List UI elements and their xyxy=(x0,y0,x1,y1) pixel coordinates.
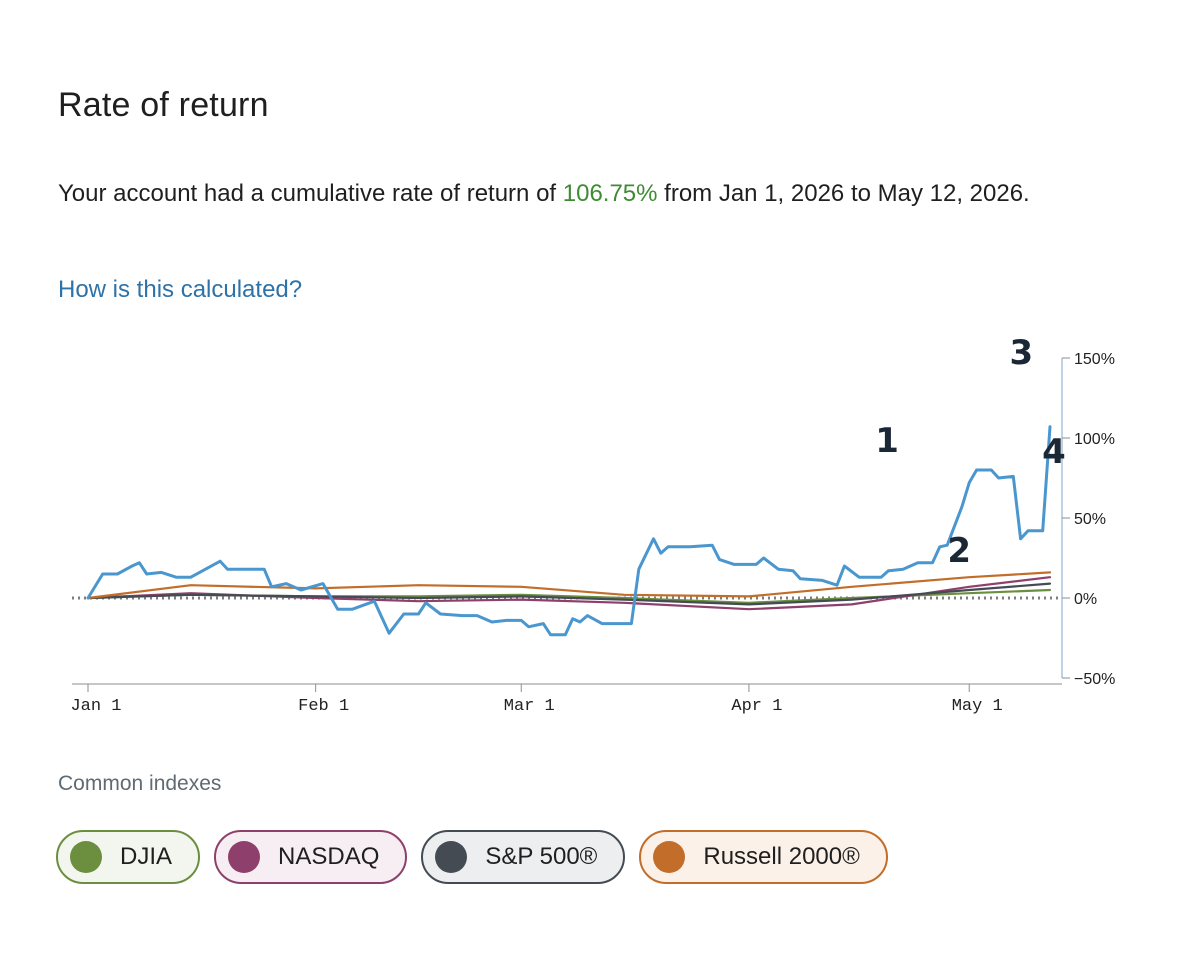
series-line-russell-2000 xyxy=(86,571,1052,600)
sp500-dot-icon xyxy=(435,841,468,873)
return-summary: Your account had a cumulative rate of re… xyxy=(58,172,1158,216)
djia-label: DJIA xyxy=(120,843,173,870)
x-tick-label: May 1 xyxy=(952,697,1003,716)
x-tick-label: Jan 1 xyxy=(70,697,121,716)
russell2000-dot-icon xyxy=(653,841,686,873)
common-indexes-label: Common indexes xyxy=(58,772,222,795)
sp500-label: S&P 500® xyxy=(485,843,598,870)
how-calculated-link[interactable]: How is this calculated? xyxy=(58,276,303,303)
annotation-label: 2 xyxy=(947,531,971,571)
x-tick-label: Mar 1 xyxy=(504,697,555,716)
djia-toggle[interactable]: DJIA xyxy=(56,830,201,884)
nasdaq-dot-icon xyxy=(228,841,261,873)
y-tick-label: 150% xyxy=(1074,351,1115,368)
y-tick-label: −50% xyxy=(1074,671,1115,688)
annotation-label: 1 xyxy=(875,421,899,461)
nasdaq-label: NASDAQ xyxy=(278,843,380,870)
y-tick-label: 50% xyxy=(1074,511,1106,528)
series-line-s-p-500 xyxy=(86,582,1052,606)
x-tick-label: Apr 1 xyxy=(731,697,782,716)
cumulative-rate: 106.75% xyxy=(562,180,658,207)
rate-of-return-chart: 150% 100% 50% 0% −50% Jan 1 Feb 1 Mar 1 Apr 1 May… xyxy=(70,333,1115,716)
index-legend: DJIA NASDAQ S&P 500® Russell 2000® xyxy=(56,830,888,884)
summary-suffix: from Jan 1, 2026 to May 12, 2026. xyxy=(657,180,1030,207)
x-tick-label: Feb 1 xyxy=(298,697,349,716)
russell2000-label: Russell 2000® xyxy=(703,843,860,870)
annotation-label: 3 xyxy=(1009,333,1033,373)
series-line-account xyxy=(86,425,1052,637)
page-title: Rate of return xyxy=(58,86,269,124)
summary-prefix: Your account had a cumulative rate of re… xyxy=(58,180,563,207)
russell2000-toggle[interactable]: Russell 2000® xyxy=(639,830,888,884)
sp500-toggle[interactable]: S&P 500® xyxy=(421,830,626,884)
nasdaq-toggle[interactable]: NASDAQ xyxy=(214,830,408,884)
y-tick-label: 0% xyxy=(1074,591,1097,608)
djia-dot-icon xyxy=(70,841,102,873)
annotation-label: 4 xyxy=(1042,432,1066,472)
y-tick-label: 100% xyxy=(1074,431,1115,448)
